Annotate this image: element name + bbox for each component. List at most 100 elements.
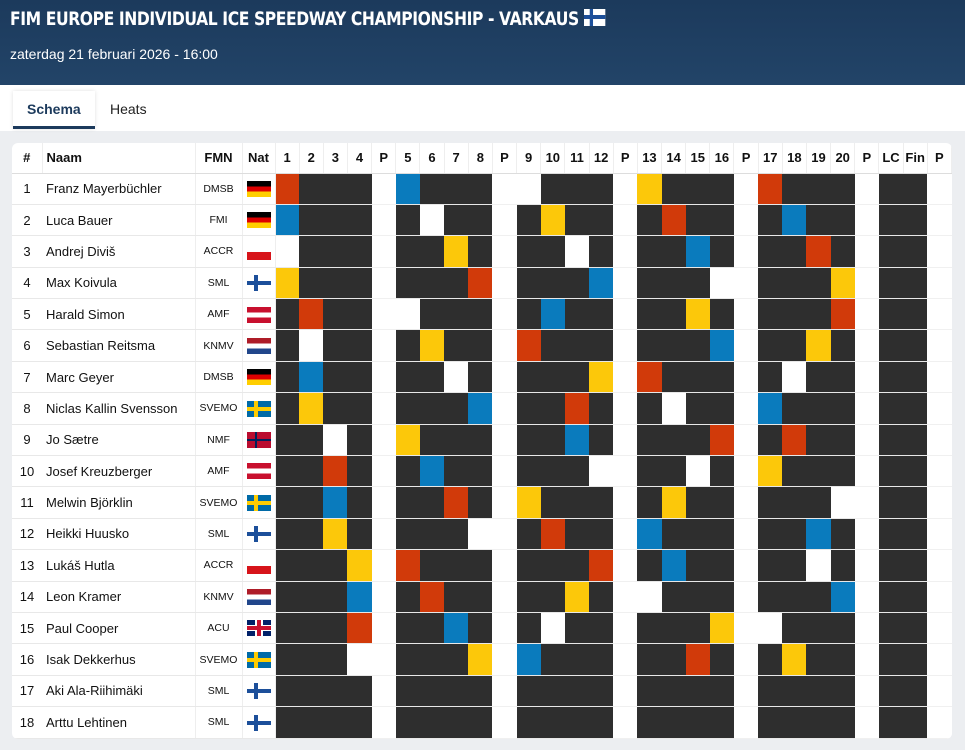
- rider-name[interactable]: Isak Dekkerhus: [42, 643, 196, 676]
- heat-gate-yellow: [806, 329, 831, 362]
- heat-cell-empty: [878, 643, 904, 676]
- heat-cell-empty: [878, 706, 904, 739]
- pause-cell: [492, 518, 517, 551]
- heat-cell-empty: [299, 455, 324, 488]
- heat-cell-empty: [540, 267, 565, 300]
- heat-cell-empty: [275, 518, 300, 551]
- rider-name[interactable]: Lukáš Hutla: [42, 549, 196, 582]
- rider-name[interactable]: Josef Kreuzberger: [42, 455, 196, 488]
- rider-nat: [242, 204, 276, 237]
- heat-gate-blue: [299, 361, 324, 394]
- pause-cell: [733, 267, 759, 300]
- heat-gate-blue: [589, 267, 614, 300]
- rider-name[interactable]: Luca Bauer: [42, 204, 196, 237]
- heat-cell-empty: [323, 675, 348, 708]
- heat-cell-empty: [758, 706, 783, 739]
- rider-name[interactable]: Aki Ala-Riihimäki: [42, 675, 196, 708]
- pause-cell: [371, 581, 396, 613]
- heat-gate-white: [540, 612, 565, 645]
- rider-name[interactable]: Marc Geyer: [42, 361, 196, 394]
- heat-cell-empty: [347, 204, 372, 237]
- heat-cell-empty: [782, 329, 807, 362]
- pause-cell: [371, 392, 396, 425]
- heat-cell-empty: [347, 455, 372, 488]
- rider-name[interactable]: Arttu Lehtinen: [42, 706, 196, 739]
- heat-cell-empty: [540, 329, 565, 362]
- heat-cell-empty: [299, 235, 324, 268]
- rider-nat: [242, 329, 276, 362]
- heat-cell-empty: [347, 675, 372, 708]
- heat-gate-red: [444, 486, 469, 519]
- rider-nat: [242, 549, 276, 582]
- pause-cell: [613, 486, 638, 519]
- heat-cell-empty: [299, 424, 324, 457]
- heat-cell-empty: [758, 424, 783, 457]
- heat-cell-empty: [444, 549, 469, 582]
- rider-name[interactable]: Andrej Diviš: [42, 235, 196, 268]
- heat-cell-empty: [661, 612, 686, 645]
- pause-cell: [371, 549, 396, 582]
- event-date: zaterdag 21 februari 2026 - 16:00: [10, 46, 218, 62]
- heat-cell-empty: [637, 235, 662, 268]
- heat-cell-empty: [589, 298, 614, 331]
- rider-name[interactable]: Paul Cooper: [42, 612, 196, 645]
- heat-gate-blue: [758, 392, 783, 425]
- heat-cell-empty: [444, 675, 469, 708]
- heat-cell-empty: [685, 267, 710, 300]
- rider-name[interactable]: Sebastian Reitsma: [42, 329, 196, 362]
- heat-cell-empty: [516, 361, 541, 394]
- heat-cell-empty: [878, 518, 904, 551]
- heat-cell-empty: [564, 675, 590, 708]
- col-header-heat-5: 5: [395, 143, 421, 174]
- rider-name[interactable]: Max Koivula: [42, 267, 196, 300]
- pause-cell: [854, 643, 879, 676]
- heat-gate-white: [830, 486, 855, 519]
- heat-cell-empty: [878, 267, 904, 300]
- heat-gate-yellow: [299, 392, 324, 425]
- pause-cell: [492, 643, 517, 676]
- heat-cell-empty: [782, 392, 807, 425]
- rider-fmn: SVEMO: [195, 392, 243, 425]
- heat-cell-empty: [685, 392, 710, 425]
- heat-cell-empty: [830, 204, 855, 237]
- heat-cell-empty: [903, 204, 928, 237]
- rider-name[interactable]: Niclas Kallin Svensson: [42, 392, 196, 425]
- heat-gate-red: [685, 643, 710, 676]
- pause-cell: [613, 329, 638, 362]
- rider-name[interactable]: Jo Sætre: [42, 424, 196, 457]
- heat-gate-red: [806, 235, 831, 268]
- pause-cell: [854, 298, 879, 331]
- heat-cell-empty: [782, 706, 807, 739]
- heat-cell-empty: [758, 329, 783, 362]
- heat-cell-empty: [347, 235, 372, 268]
- rider-fmn: SML: [195, 706, 243, 739]
- heat-gate-red: [564, 392, 590, 425]
- rider-nat: [242, 706, 276, 739]
- heat-cell-empty: [589, 675, 614, 708]
- heat-cell-empty: [468, 424, 493, 457]
- heat-cell-empty: [275, 329, 300, 362]
- rider-name[interactable]: Melwin Björklin: [42, 486, 196, 519]
- pause-cell: [927, 518, 952, 551]
- heat-cell-empty: [758, 235, 783, 268]
- heat-cell-empty: [806, 581, 831, 613]
- flag-finland-icon: [583, 9, 606, 26]
- tab-heats[interactable]: Heats: [110, 101, 147, 117]
- rider-name[interactable]: Franz Mayerbüchler: [42, 173, 196, 205]
- heat-cell-empty: [395, 486, 420, 519]
- heat-gate-blue: [516, 643, 541, 676]
- pause-cell: [854, 612, 879, 645]
- flag-finland-icon: [246, 683, 271, 700]
- tab-schema[interactable]: Schema: [13, 91, 95, 129]
- rider-name[interactable]: Harald Simon: [42, 298, 196, 331]
- schedule-table: # Naam FMN Nat 1 2 3 4 P 5 6 7 8 P 9 10 11 12 P 13 14 15 1…: [12, 143, 952, 739]
- flag-germany-icon: [246, 369, 271, 386]
- heat-cell-empty: [830, 643, 855, 676]
- heat-cell-empty: [589, 706, 614, 739]
- heat-cell-empty: [275, 549, 300, 582]
- rider-name[interactable]: Leon Kramer: [42, 581, 196, 613]
- rider-row: 5 Harald Simon AMF: [12, 298, 952, 331]
- rider-name[interactable]: Heikki Huusko: [42, 518, 196, 551]
- col-header-heat-6: 6: [419, 143, 445, 174]
- heat-cell-empty: [661, 455, 686, 488]
